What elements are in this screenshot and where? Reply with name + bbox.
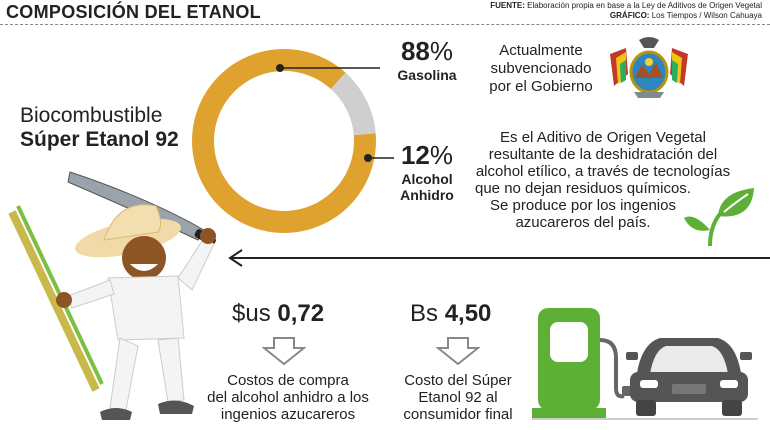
- consumer-caption-line-2: Etanol 92 al: [418, 389, 498, 406]
- down-arrow-icon: [436, 337, 480, 366]
- purchase-caption-line-3: ingenios azucareros: [220, 406, 356, 423]
- header-divider: [0, 24, 770, 25]
- bolivia-coat-of-arms-icon: [610, 37, 688, 98]
- alcohol-definition: Es el Aditivo de Origen Vegetal resultan…: [462, 129, 744, 231]
- graphic-text: Los Tiempos / Wilson Cahuaya: [651, 11, 762, 20]
- graphic-label: GRÁFICO:: [609, 11, 650, 20]
- consumer-caption-line-1: Costo del Súper: [404, 372, 512, 389]
- purchase-currency: $us: [232, 300, 271, 327]
- purchase-amount: 0,72: [277, 300, 325, 327]
- gasolina-unit: %: [429, 36, 454, 66]
- purchase-caption-line-2: del alcohol anhidro a los: [207, 389, 369, 406]
- source-text: Elaboración propia en base a la Ley de A…: [527, 1, 762, 10]
- gasolina-name: Gasolina: [397, 67, 457, 83]
- alcohol-label: 12% Alcohol Anhidro: [392, 140, 462, 203]
- donut-slice-alcohol-anhidro: [330, 72, 376, 136]
- source-credits: FUENTE: Elaboración propia en base a la …: [490, 1, 762, 21]
- subsidy-note: Actualmente subvencionado por el Gobiern…: [481, 42, 601, 96]
- subsidy-line-1: Actualmente: [499, 42, 583, 59]
- consumer-amount: 4,50: [444, 300, 492, 327]
- product-name: Biocombustible Súper Etanol 92: [20, 104, 179, 152]
- down-arrow-icon: [262, 337, 306, 366]
- purchase-caption: Costos de compra del alcohol anhidro a l…: [190, 372, 386, 423]
- consumer-caption: Costo del Súper Etanol 92 al consumidor …: [386, 372, 530, 423]
- fuel-pump-icon: [532, 308, 636, 418]
- gasolina-value: 88: [400, 36, 430, 66]
- donut-slices: [192, 48, 376, 233]
- alcohol-value: 12: [400, 140, 430, 170]
- page-title: COMPOSICIÓN DEL ETANOL: [6, 2, 261, 22]
- alcohol-unit: %: [429, 140, 454, 170]
- farmer-illustration: [8, 171, 216, 420]
- definition-line-6: azucareros del país.: [515, 214, 651, 231]
- definition-line-4: que no dejan residuos químicos.: [475, 180, 691, 197]
- subsidy-line-2: subvencionado: [490, 60, 592, 77]
- alcohol-name-line-1: Alcohol: [401, 171, 453, 187]
- fuel-station-illustration: [532, 308, 758, 420]
- source-label: FUENTE:: [490, 1, 525, 10]
- gasolina-label: 88% Gasolina: [392, 36, 462, 83]
- purchase-price: $us 0,72: [232, 300, 324, 328]
- consumer-caption-line-3: consumidor final: [403, 406, 513, 423]
- product-line-1: Biocombustible: [20, 104, 163, 127]
- consumer-currency: Bs: [410, 300, 439, 327]
- definition-line-1: Es el Aditivo de Origen Vegetal: [500, 129, 706, 146]
- leaf-icon: [684, 188, 754, 247]
- consumer-price: Bs 4,50: [410, 300, 491, 328]
- car-icon: [626, 338, 752, 416]
- product-line-2: Súper Etanol 92: [20, 128, 179, 151]
- process-arrow: [228, 249, 770, 267]
- alcohol-name-line-2: Anhidro: [400, 187, 454, 203]
- definition-line-5: Se produce por los ingenios: [490, 197, 676, 214]
- purchase-caption-line-1: Costos de compra: [227, 372, 349, 389]
- definition-line-3: alcohol etílico, a través de tecnologías: [475, 163, 731, 180]
- definition-line-2: resultante de la deshidratación del: [488, 146, 718, 163]
- alcohol-leader-dot: [364, 154, 372, 162]
- gasolina-leader-dot: [276, 64, 284, 72]
- subsidy-line-3: por el Gobierno: [489, 78, 593, 95]
